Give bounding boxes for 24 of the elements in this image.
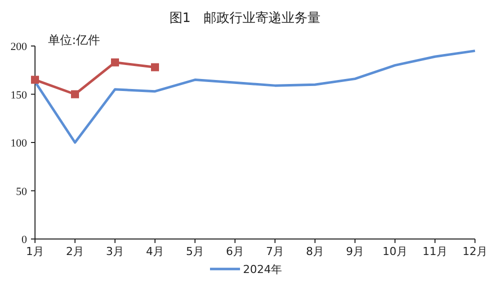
x-tick-label: 11月 xyxy=(422,245,448,258)
x-tick-label: 5月 xyxy=(186,245,204,258)
x-tick-label: 10月 xyxy=(382,245,408,258)
point xyxy=(111,58,119,66)
x-tick-label: 12月 xyxy=(462,245,488,258)
y-tick-label: 150 xyxy=(10,89,28,102)
chart-title: 图1 邮政行业寄递业务量 xyxy=(169,10,321,26)
x-tick-label: 9月 xyxy=(346,245,364,258)
y-tick-label: 50 xyxy=(16,186,28,198)
x-tick-label: 8月 xyxy=(306,245,324,258)
x-tick-label: 2月 xyxy=(66,245,84,258)
x-tick-label: 6月 xyxy=(226,245,244,258)
x-tick-label: 3月 xyxy=(106,245,124,258)
legend-label: 2024年 xyxy=(243,263,282,276)
point xyxy=(71,90,79,98)
point xyxy=(151,63,159,72)
point xyxy=(31,76,39,84)
x-tick-label: 1月 xyxy=(26,245,44,258)
y-tick-label: 200 xyxy=(10,41,28,53)
annotation: 单位:亿件 xyxy=(48,33,100,47)
y-tick-label: 0 xyxy=(22,234,28,246)
x-tick-label: 7月 xyxy=(266,245,284,258)
y-tick-label: 100 xyxy=(10,138,28,150)
x-tick-label: 4月 xyxy=(146,245,164,258)
